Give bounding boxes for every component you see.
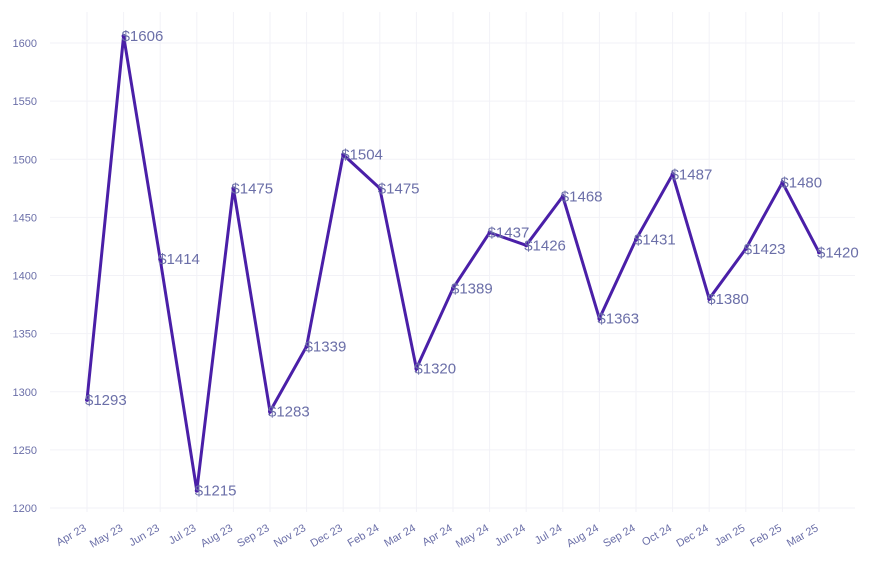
data-label: $1423	[744, 241, 786, 258]
x-tick-label: Jul 24	[533, 522, 564, 547]
data-label: $1468	[561, 188, 603, 205]
x-tick-label: Jan 25	[713, 522, 748, 549]
data-point	[304, 344, 309, 349]
data-point	[817, 250, 821, 255]
data-label: $1380	[707, 291, 749, 308]
data-label: $1320	[414, 361, 456, 378]
x-tick-label: Nov 23	[272, 522, 308, 550]
x-tick-label: Jun 23	[127, 522, 162, 549]
data-point	[634, 237, 638, 242]
data-point	[377, 186, 382, 191]
data-point	[487, 230, 492, 235]
data-label: $1420	[817, 244, 859, 261]
x-tick-label: Feb 24	[346, 522, 382, 550]
y-tick-label: 1600	[13, 38, 37, 50]
data-label: $1389	[451, 280, 493, 297]
x-tick-label: May 23	[88, 522, 125, 550]
data-point	[414, 366, 419, 371]
data-point	[560, 194, 565, 199]
x-tick-label: Sep 23	[235, 522, 271, 550]
data-label: $1504	[341, 147, 383, 164]
data-label: $1606	[122, 28, 164, 45]
data-label: $1414	[158, 251, 200, 268]
x-tick-label: Oct 24	[640, 522, 674, 549]
data-point	[707, 296, 712, 301]
data-label: $1293	[85, 392, 127, 409]
data-label: $1363	[597, 311, 639, 328]
y-tick-label: 1500	[13, 154, 37, 166]
y-tick-label: 1450	[13, 212, 37, 224]
data-point	[670, 172, 675, 177]
gridlines	[50, 12, 855, 512]
y-tick-label: 1250	[13, 445, 37, 457]
x-tick-label: Apr 24	[420, 522, 454, 549]
data-point	[85, 397, 89, 402]
data-point	[341, 152, 346, 157]
x-tick-label: Aug 23	[199, 522, 235, 550]
data-label: $1215	[195, 483, 237, 500]
data-point	[780, 180, 785, 185]
y-tick-label: 1400	[13, 271, 37, 283]
x-axis-ticks: Apr 23 May 23 Jun 23 Jul 23 Aug 23 Sep 23 Nov …	[54, 522, 820, 550]
data-label: $1431	[634, 231, 676, 248]
data-label: $1480	[780, 175, 822, 192]
y-tick-label: 1300	[13, 387, 37, 399]
data-label: $1487	[671, 166, 713, 183]
x-tick-label: Dec 24	[675, 522, 711, 550]
y-axis-ticks: 1200 1250 1300 1350 1400 1450 1500 1550 1600	[13, 38, 37, 515]
y-tick-label: 1200	[13, 503, 37, 515]
y-tick-label: 1550	[13, 96, 37, 108]
x-tick-label: Feb 25	[748, 522, 784, 550]
x-tick-label: Sep 24	[601, 522, 637, 550]
data-point	[121, 34, 126, 39]
data-labels: $1293 $1606 $1414 $1215 $1475 $1283 $1339 $1504…	[85, 28, 859, 500]
x-tick-label: Jun 24	[493, 522, 528, 549]
x-tick-label: Mar 24	[382, 522, 418, 550]
data-point	[597, 316, 602, 321]
data-label: $1437	[488, 224, 530, 241]
data-point	[194, 488, 199, 493]
data-points	[85, 34, 821, 493]
x-tick-label: Apr 23	[54, 522, 88, 549]
data-point	[743, 246, 748, 251]
data-point	[158, 257, 163, 262]
data-point	[268, 409, 272, 414]
x-tick-label: Mar 25	[785, 522, 821, 550]
x-tick-label: Dec 23	[309, 522, 345, 550]
data-label: $1283	[268, 404, 310, 421]
y-tick-label: 1350	[13, 329, 37, 341]
x-tick-label: May 24	[454, 522, 491, 550]
data-label: $1475	[231, 180, 273, 197]
data-label: $1339	[305, 338, 347, 355]
x-tick-label: Aug 24	[565, 522, 601, 550]
data-point	[524, 243, 529, 248]
data-label: $1426	[524, 237, 566, 254]
data-point	[451, 286, 455, 291]
x-tick-label: Jul 23	[167, 522, 198, 547]
data-label: $1475	[378, 180, 420, 197]
data-point	[231, 186, 236, 191]
